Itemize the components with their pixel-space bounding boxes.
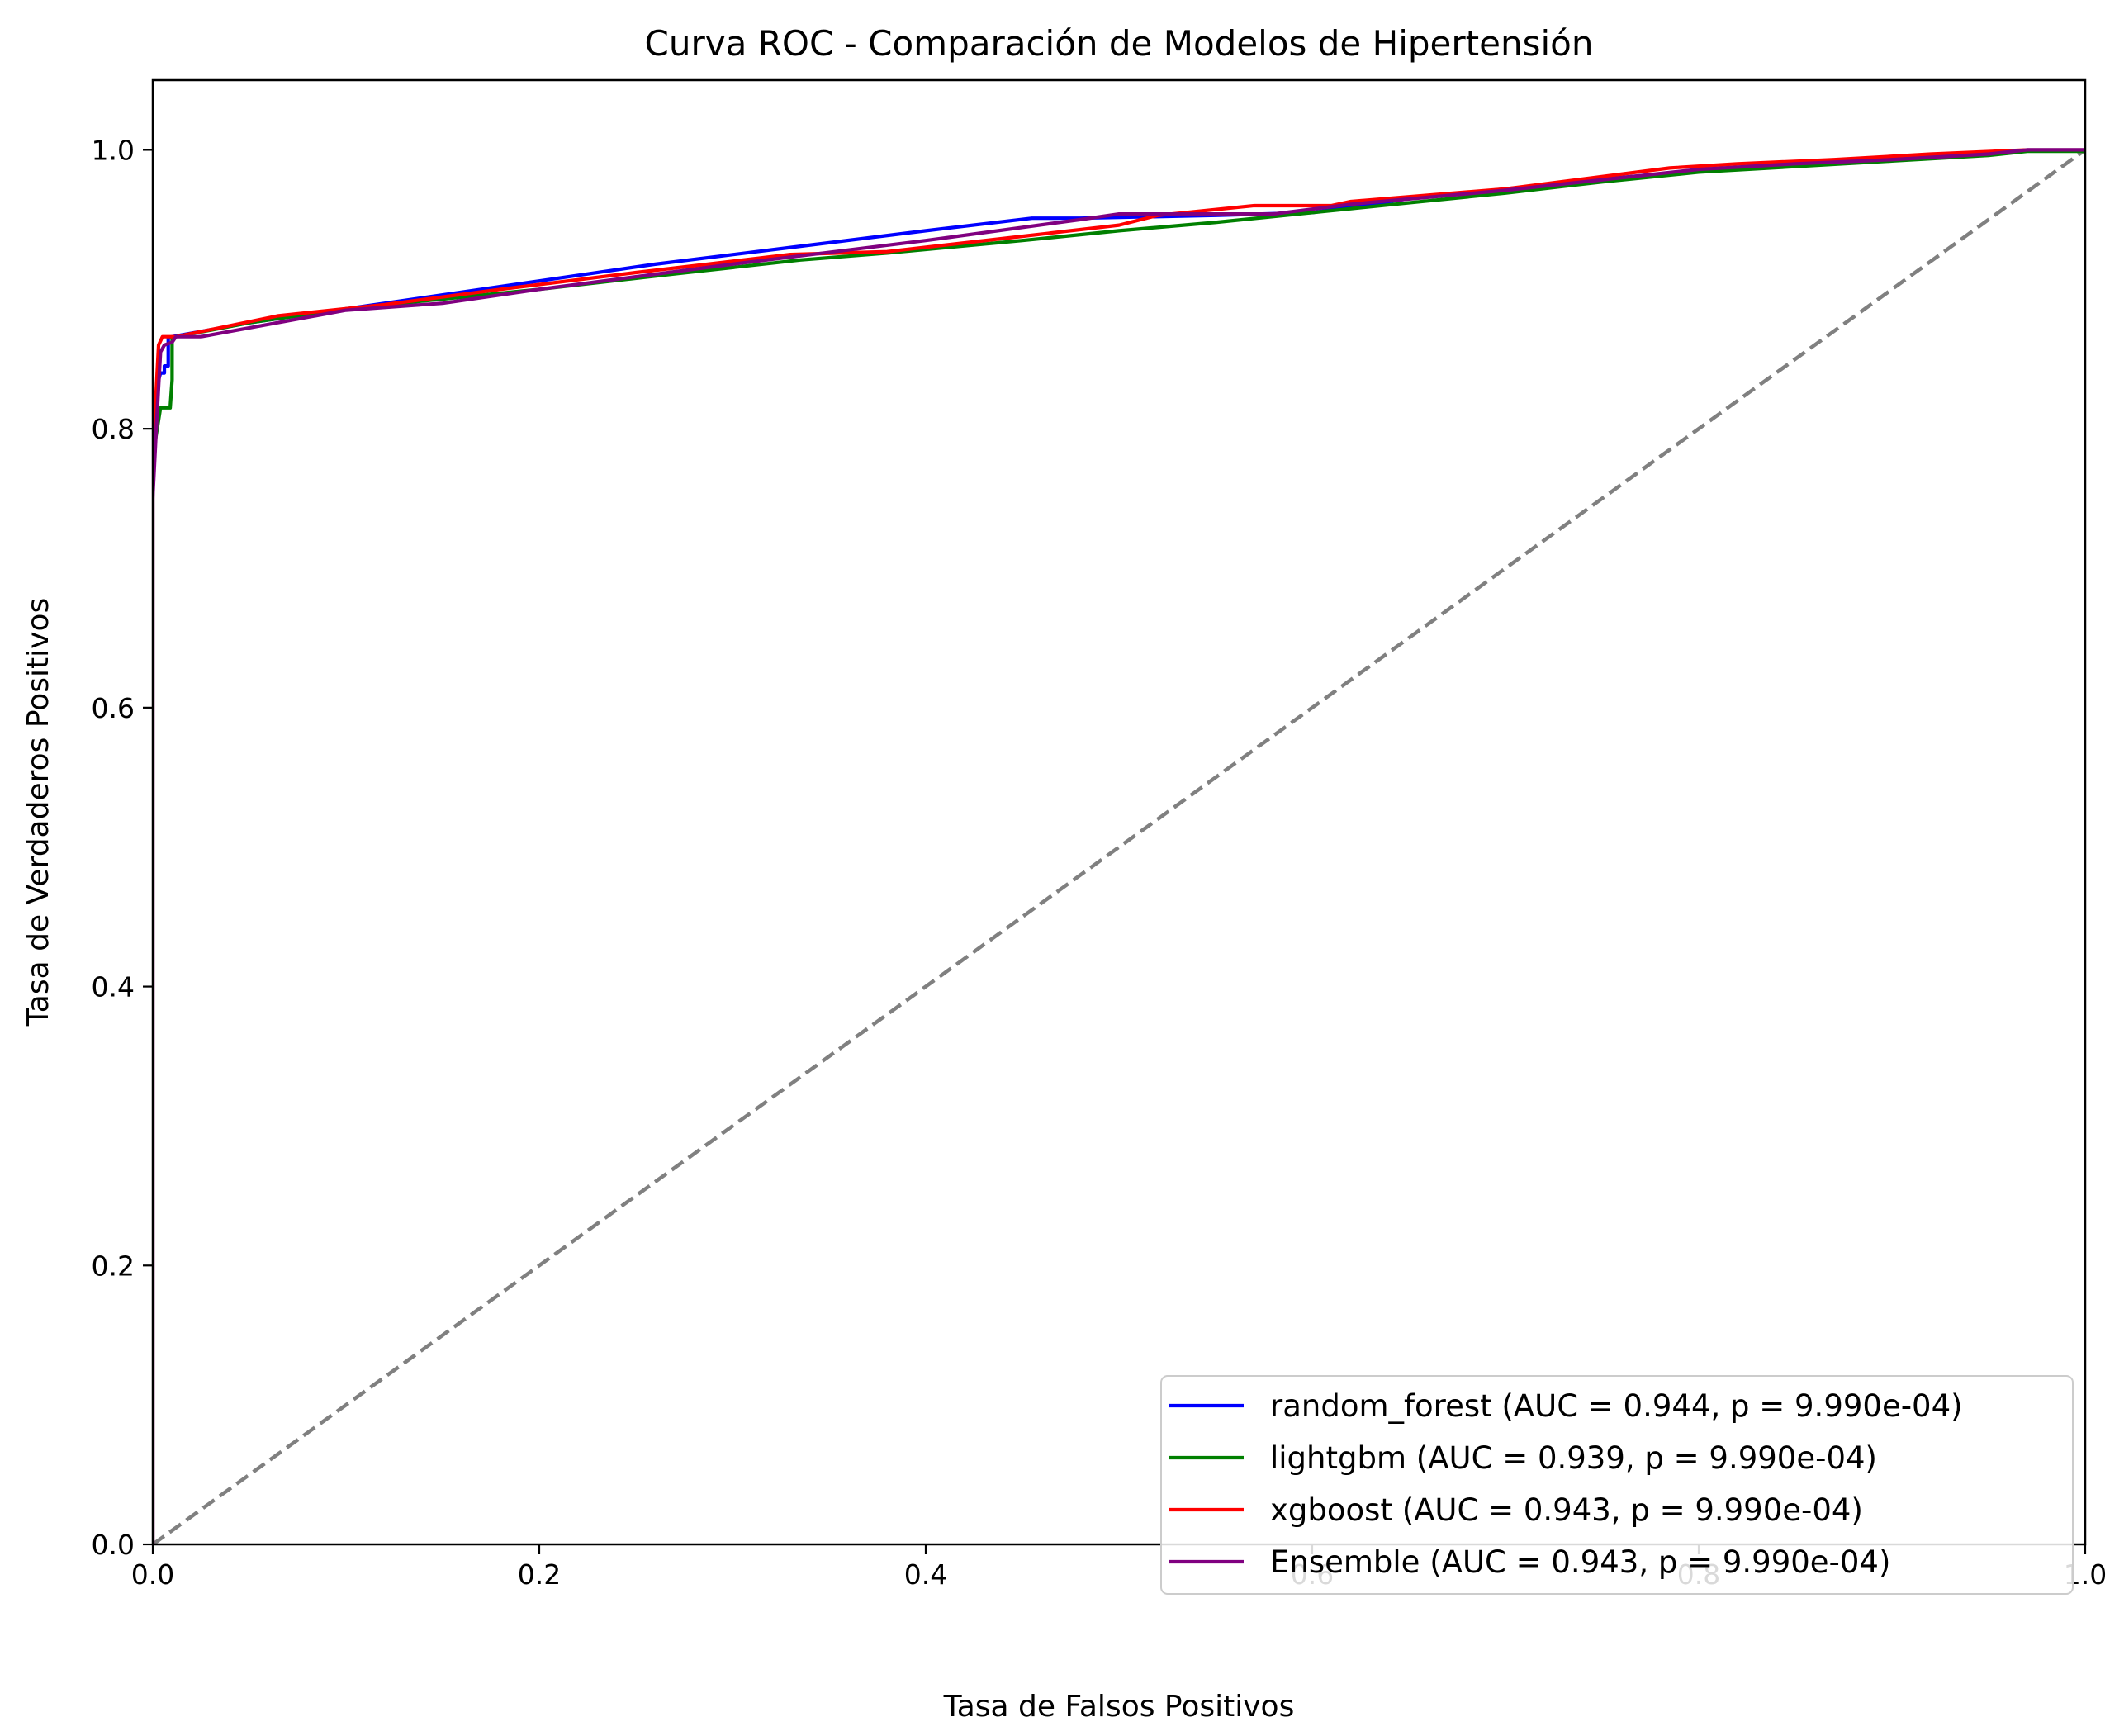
- x-tick-label: 0.0: [131, 1558, 174, 1591]
- series-line-3: [153, 148, 2085, 1544]
- chance-reference-line: [153, 148, 2085, 1544]
- legend-box: [1160, 1375, 2074, 1595]
- y-tick-label: 0.2: [92, 1250, 135, 1282]
- legend-label-3: Ensemble (AUC = 0.943, p = 9.990e-04): [1270, 1544, 1890, 1580]
- y-tick-label: 0.0: [92, 1529, 135, 1561]
- legend-label-2: xgboost (AUC = 0.943, p = 9.990e-04): [1270, 1492, 1863, 1528]
- y-tick-label: 0.8: [92, 413, 135, 445]
- legend-label-1: lightgbm (AUC = 0.939, p = 9.990e-04): [1270, 1440, 1877, 1476]
- y-tick-label: 1.0: [92, 134, 135, 166]
- plot-area: [153, 148, 2085, 1544]
- legend-items: random_forest (AUC = 0.944, p = 9.990e-0…: [1169, 1388, 1963, 1580]
- legend-label-0: random_forest (AUC = 0.944, p = 9.990e-0…: [1270, 1388, 1963, 1424]
- y-tick-label: 0.6: [92, 692, 135, 724]
- y-axis-ticks: 0.0 0.2 0.4 0.6 0.8 1.0: [92, 134, 153, 1561]
- x-axis-label: Tasa de Falsos Positivos: [943, 1690, 1295, 1724]
- axes-frame: [151, 78, 2087, 1546]
- y-tick-label: 0.4: [92, 971, 135, 1003]
- x-tick-label: 0.4: [904, 1558, 947, 1591]
- series-line-1: [153, 149, 2085, 1544]
- x-tick-label: 0.2: [518, 1558, 561, 1591]
- chart-title: Curva ROC - Comparación de Modelos de Hi…: [645, 23, 1594, 64]
- legend: random_forest (AUC = 0.944, p = 9.990e-0…: [1160, 1375, 2074, 1595]
- series-line-2: [153, 148, 2085, 1544]
- y-axis-label: Tasa de Verdaderos Positivos: [21, 598, 55, 1027]
